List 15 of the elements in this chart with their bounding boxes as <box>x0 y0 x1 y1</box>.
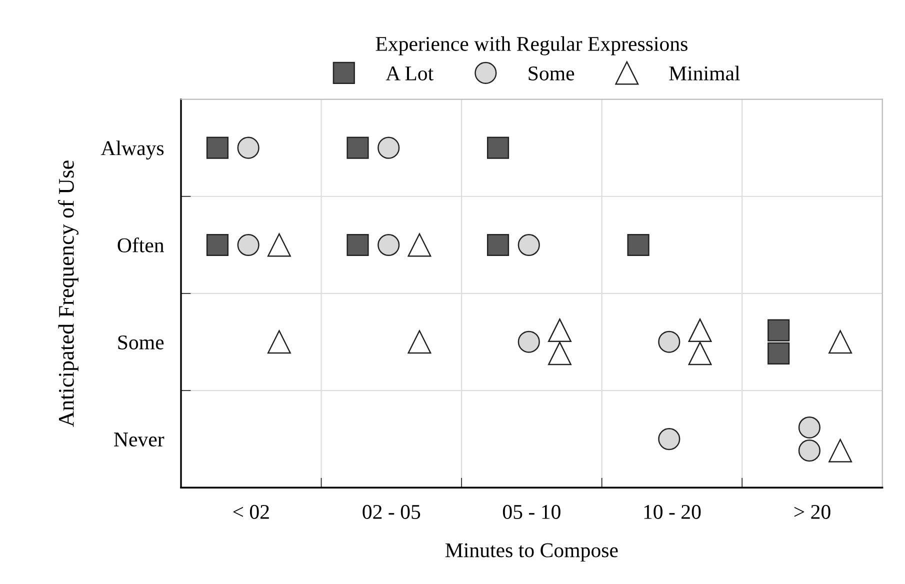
y-axis-title: Anticipated Frequency of Use <box>58 160 78 427</box>
x-axis-title: Minutes to Compose <box>445 543 618 562</box>
category-label: Never <box>114 432 164 447</box>
legend-label: A Lot <box>386 66 434 80</box>
x-tick-label: > 20 <box>794 504 830 519</box>
x-tick-label: 05 - 10 <box>502 504 560 519</box>
category-label: Some <box>118 335 164 350</box>
legend-label: Minimal <box>669 66 740 80</box>
x-tick-label: 10 - 20 <box>644 504 701 519</box>
x-tick-label: 02 - 05 <box>362 504 420 519</box>
legend-title: Experience with Regular Expressions <box>376 36 688 56</box>
legend-label: Some <box>528 66 574 80</box>
x-tick-label: < 02 <box>233 504 269 519</box>
category-label: Often <box>118 237 164 252</box>
category-label: Always <box>100 140 164 160</box>
